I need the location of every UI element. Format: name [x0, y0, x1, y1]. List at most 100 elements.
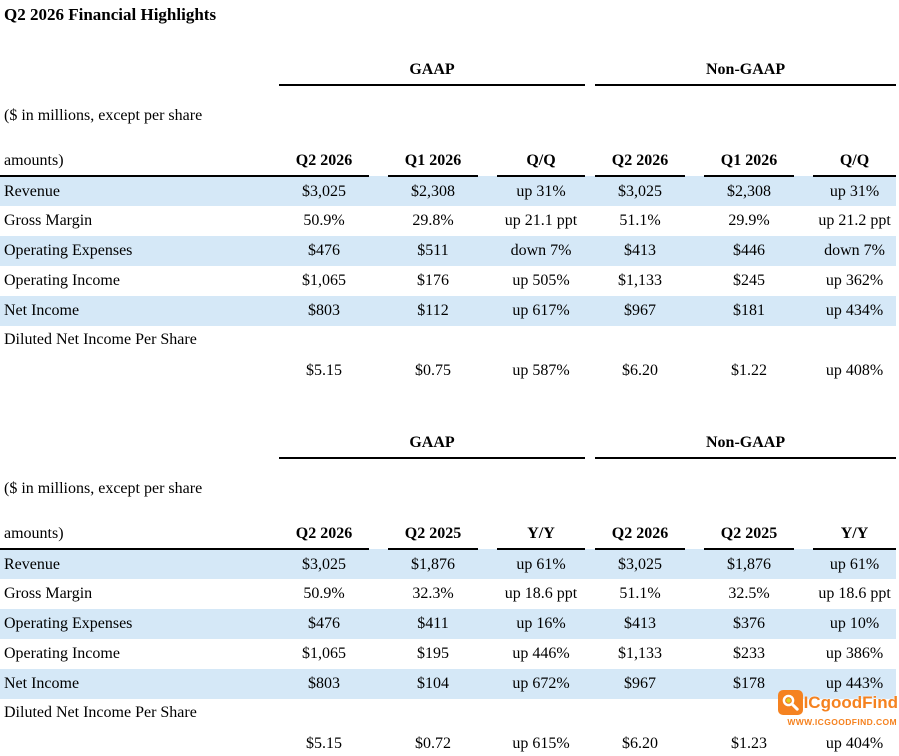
cell-value: $413 — [595, 609, 686, 639]
units-note-line1: ($ in millions, except per share — [4, 480, 203, 497]
column-gap — [685, 669, 705, 699]
row-label: Revenue — [0, 176, 279, 206]
cell-value: up 672% — [497, 669, 586, 699]
cell-value: $5.15 — [306, 361, 342, 379]
column-gap — [369, 549, 388, 579]
cell-value: $3,025 — [595, 176, 686, 206]
group-gap — [585, 54, 595, 85]
cell-value: up 362% — [825, 272, 884, 289]
cell-value: 32.3% — [412, 585, 454, 602]
cell-value: $1.22 — [731, 361, 768, 379]
column-gap — [478, 354, 497, 387]
cell-value: up 18.6 ppt — [818, 585, 891, 602]
cell-value: $511 — [388, 236, 478, 266]
column-gap — [369, 609, 388, 639]
gaap-group-header: GAAP — [279, 54, 586, 86]
row-label: Operating Income — [4, 645, 120, 662]
cell-value: $1.23 — [731, 734, 768, 752]
cell-value: 51.1% — [619, 212, 661, 229]
column-header: Q/Q — [813, 85, 897, 177]
cell-value: up 18.6 ppt — [504, 585, 578, 602]
yoy-table: GAAP Non-GAAP ($ in millions, except per… — [0, 427, 897, 756]
column-gap — [478, 236, 497, 266]
cell-value: 32.5% — [728, 585, 770, 602]
cell-value: up 404% — [825, 734, 884, 752]
column-gap — [478, 176, 497, 206]
cell-value: up 21.2 ppt — [818, 212, 891, 229]
column-gap — [369, 206, 388, 236]
column-gap — [369, 236, 388, 266]
row-label: Operating Expenses — [0, 609, 279, 639]
column-header: Q2 2026 — [279, 85, 369, 177]
cell-value: $376 — [704, 609, 795, 639]
cell-value: $6.20 — [622, 361, 659, 379]
cell-value: $176 — [417, 272, 449, 289]
units-note: ($ in millions, except per share amounts… — [0, 85, 279, 177]
cell-value: $1,065 — [302, 272, 346, 289]
column-gap — [585, 669, 596, 699]
table-row: Net Income $803 $104 up 672% $967 $178 up 443% — [0, 669, 897, 699]
column-header: Q2 2025 — [388, 458, 478, 550]
row-filler — [279, 326, 896, 354]
cell-value: down 7% — [813, 236, 897, 266]
units-note-line1: ($ in millions, except per share — [4, 107, 203, 124]
gaap-group-header: GAAP — [279, 427, 586, 459]
watermark-brand: ICgoodFind — [803, 693, 898, 712]
column-gap — [369, 296, 388, 326]
cell-value: up 443% — [813, 669, 897, 699]
column-gap — [369, 176, 388, 206]
column-gap — [794, 236, 814, 266]
column-gap — [478, 549, 497, 579]
cell-value: $411 — [388, 609, 478, 639]
column-gap — [794, 354, 813, 387]
column-gap — [585, 727, 595, 756]
cell-value: up 16% — [497, 609, 586, 639]
column-gap — [685, 727, 704, 756]
column-gap — [685, 206, 704, 236]
cell-value: $112 — [388, 296, 478, 326]
column-gap — [794, 176, 814, 206]
row-label-empty — [0, 354, 279, 387]
column-gap — [585, 176, 596, 206]
non-gaap-group-header: Non-GAAP — [595, 427, 897, 459]
column-gap — [794, 296, 814, 326]
cell-value: $3,025 — [595, 549, 686, 579]
cell-value: up 61% — [813, 549, 897, 579]
column-gap — [794, 85, 813, 176]
non-gaap-group-header: Non-GAAP — [595, 54, 897, 86]
column-gap — [585, 609, 596, 639]
cell-value: $1,133 — [618, 645, 663, 662]
table-row: Diluted Net Income Per Share — [0, 326, 896, 354]
units-note-line2: amounts) — [4, 152, 64, 169]
column-gap — [478, 458, 497, 549]
column-header: Q2 2026 — [279, 458, 369, 550]
stub-spacer — [0, 54, 279, 85]
cell-value: $178 — [704, 669, 795, 699]
column-header: Y/Y — [813, 458, 897, 550]
cell-value: $0.72 — [415, 734, 451, 752]
table-row: Operating Expenses $476 $411 up 16% $413 $376… — [0, 609, 897, 639]
column-gap — [478, 639, 497, 669]
cell-value: $2,308 — [704, 176, 795, 206]
cell-value: $446 — [704, 236, 795, 266]
row-label: Operating Expenses — [0, 236, 279, 266]
cell-value: $1,876 — [704, 549, 795, 579]
page-title: Q2 2026 Financial Highlights — [4, 5, 217, 24]
column-gap — [794, 549, 814, 579]
cell-value: up 587% — [512, 361, 570, 379]
qoq-table-body: Revenue $3,025 $2,308 up 31% $3,025 $2,308 up … — [0, 176, 897, 387]
column-header: Q/Q — [497, 85, 586, 177]
units-note-line2: amounts) — [4, 525, 64, 542]
cell-value: $413 — [595, 236, 686, 266]
units-note: ($ in millions, except per share amounts… — [0, 458, 279, 550]
table-row: Diluted Net Income Per Share — [0, 699, 896, 727]
column-gap — [369, 266, 388, 296]
column-gap — [685, 354, 704, 387]
table-row: $5.15 $0.75 up 587% $6.20 $1.22 up 408% — [0, 354, 896, 387]
column-gap — [585, 266, 595, 296]
row-label: Diluted Net Income Per Share — [4, 704, 197, 721]
row-label: Gross Margin — [4, 212, 93, 229]
column-gap — [478, 266, 497, 296]
column-gap — [685, 85, 704, 176]
column-gap — [369, 85, 388, 176]
